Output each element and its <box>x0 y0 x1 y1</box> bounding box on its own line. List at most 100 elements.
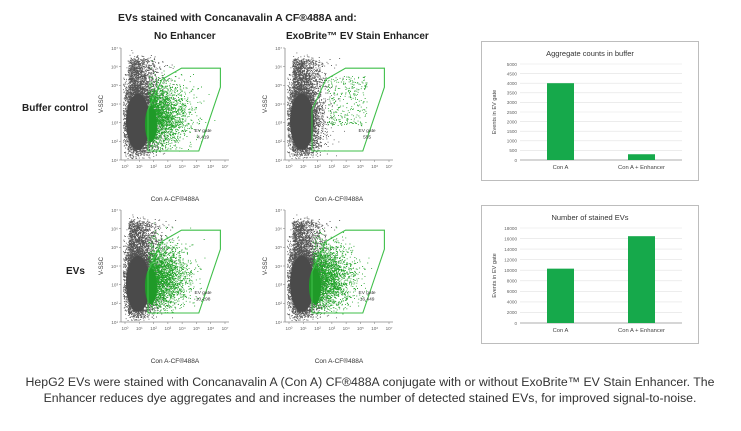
dense-gated-core <box>145 268 157 305</box>
y-tick-label: 10² <box>275 139 282 144</box>
x-tick-label: 10⁴ <box>343 326 350 331</box>
y-tick-label: 6000 <box>507 289 518 294</box>
y-tick-label: 5000 <box>507 62 518 67</box>
x-tick-label: 10⁰ <box>122 164 129 169</box>
x-tick-label: 10⁷ <box>222 326 229 331</box>
y-tick-label: 10⁵ <box>275 245 282 250</box>
y-tick-label: 10⁶ <box>275 226 282 231</box>
x-tick-label: 10⁴ <box>179 326 186 331</box>
ev-gate <box>147 229 221 314</box>
y-tick-label: 18000 <box>504 226 517 231</box>
row-label-buffer-control: Buffer control <box>22 103 89 114</box>
dense-gated-core <box>145 106 157 143</box>
flow-plot-svg: 10¹ 10² 10³ 10⁴ 10⁵ 10⁶ 10⁷ 10⁰ 10¹ 10² 10³ 10⁴ 10⁵ 1… <box>263 46 393 203</box>
y-tick-label: 10¹ <box>275 158 282 163</box>
column-title-no-enhancer: No Enhancer <box>154 31 216 42</box>
x-axis-label: Con A-CF®488A <box>151 195 200 203</box>
y-tick-label: 10¹ <box>275 320 282 325</box>
category-label: Con A + Enhancer <box>618 165 665 171</box>
gate-label: EV gate <box>359 128 376 134</box>
y-axis-label: Events in EV gate <box>492 90 498 134</box>
bar-con-a-enhancer <box>628 236 655 323</box>
ev-gate <box>147 67 221 152</box>
bar-chart-aggregate-counts: Aggregate counts in buffer 0 500 1000 1500 20… <box>481 41 699 181</box>
x-tick-label: 10⁶ <box>207 326 214 331</box>
chart-title: Aggregate counts in buffer <box>546 49 634 58</box>
y-tick-label: 10⁶ <box>111 64 118 69</box>
gate-label: EV gate <box>195 290 212 296</box>
column-title-enhancer: ExoBrite™ EV Stain Enhancer <box>286 31 429 42</box>
plot-area: 10¹ 10² 10³ 10⁴ 10⁵ 10⁶ 10⁷ 10⁰ 10¹ 10² 10³ 10⁴ 10⁵ 1… <box>111 208 229 331</box>
gate-label: EV gate <box>195 128 212 134</box>
category-label: Con A <box>553 165 569 171</box>
y-tick-label: 12000 <box>504 257 517 262</box>
y-tick-label: 4000 <box>507 300 518 305</box>
y-tick-label: 2500 <box>507 110 518 115</box>
y-tick-label: 1000 <box>507 139 518 144</box>
y-axis-label: V-SSC <box>99 94 105 113</box>
x-tick-label: 10⁶ <box>207 164 214 169</box>
flow-plot-buffer-enhancer: 10¹ 10² 10³ 10⁴ 10⁵ 10⁶ 10⁷ 10⁰ 10¹ 10² 10³ 10⁴ 10⁵ 1… <box>255 42 417 204</box>
ev-gate <box>311 229 385 314</box>
y-axis-label: V-SSC <box>99 256 105 275</box>
flow-plot-evs-enhancer: 10¹ 10² 10³ 10⁴ 10⁵ 10⁶ 10⁷ 10⁰ 10¹ 10² 10³ 10⁴ 10⁵ 1… <box>255 204 417 366</box>
x-tick-label: 10⁵ <box>357 164 364 169</box>
x-tick-label: 10⁵ <box>193 326 200 331</box>
figure-caption: HepG2 EVs were stained with Concanavalin… <box>25 375 715 405</box>
y-tick-label: 10² <box>111 139 118 144</box>
y-tick-label: 10⁶ <box>275 64 282 69</box>
y-tick-label: 4500 <box>507 71 518 76</box>
x-tick-label: 10⁰ <box>286 164 293 169</box>
bar-chart-svg: Aggregate counts in buffer 0 500 1000 1500 20… <box>492 49 682 171</box>
y-tick-label: 10⁴ <box>275 264 282 269</box>
x-tick-label: 10⁵ <box>357 326 364 331</box>
y-axis-label: V-SSC <box>263 256 269 275</box>
plot-area: 10¹ 10² 10³ 10⁴ 10⁵ 10⁶ 10⁷ 10⁰ 10¹ 10² 10³ 10⁴ 10⁵ 1… <box>275 46 393 169</box>
y-tick-label: 0 <box>514 158 517 163</box>
bar-con-a <box>547 268 574 323</box>
dense-event-core <box>290 93 314 150</box>
y-tick-label: 10⁷ <box>275 208 282 213</box>
x-tick-label: 10³ <box>165 164 172 169</box>
dense-event-core <box>126 93 150 150</box>
flow-plot-svg: 10¹ 10² 10³ 10⁴ 10⁵ 10⁶ 10⁷ 10⁰ 10¹ 10² 10³ 10⁴ 10⁵ 1… <box>99 208 229 365</box>
chart-title: Number of stained EVs <box>551 213 628 222</box>
y-axis-label: V-SSC <box>263 94 269 113</box>
x-tick-label: 10⁵ <box>193 164 200 169</box>
y-tick-label: 4000 <box>507 81 518 86</box>
x-tick-label: 10⁷ <box>386 164 393 169</box>
y-tick-label: 10³ <box>275 120 282 125</box>
y-tick-label: 10000 <box>504 268 517 273</box>
y-tick-label: 8000 <box>507 279 518 284</box>
x-tick-label: 10² <box>150 326 157 331</box>
y-tick-label: 3500 <box>507 91 518 96</box>
x-tick-label: 10² <box>314 164 321 169</box>
ev-gate <box>311 67 385 152</box>
y-tick-label: 10³ <box>275 282 282 287</box>
y-tick-label: 10⁷ <box>111 46 118 51</box>
y-tick-label: 10³ <box>111 282 118 287</box>
x-tick-label: 10¹ <box>136 326 143 331</box>
category-label: Con A + Enhancer <box>618 328 665 334</box>
y-tick-label: 10⁵ <box>111 245 118 250</box>
x-tick-label: 10⁶ <box>371 326 378 331</box>
bar-chart-svg: Number of stained EVs 0 2000 4000 6000 8000 10… <box>492 213 682 334</box>
x-tick-label: 10⁰ <box>122 326 129 331</box>
x-tick-label: 10⁴ <box>179 164 186 169</box>
flow-plot-svg: 10¹ 10² 10³ 10⁴ 10⁵ 10⁶ 10⁷ 10⁰ 10¹ 10² 10³ 10⁴ 10⁵ 1… <box>99 46 229 203</box>
flow-plot-buffer-no-enhancer: 10¹ 10² 10³ 10⁴ 10⁵ 10⁶ 10⁷ 10⁰ 10¹ 10² 10³ 10⁴ 10⁵ 1… <box>91 42 253 204</box>
y-tick-label: 14000 <box>504 247 517 252</box>
y-tick-label: 10⁷ <box>111 208 118 213</box>
y-tick-label: 10² <box>275 301 282 306</box>
gate-count: 555 <box>363 135 371 141</box>
y-axis-label: Events in EV gate <box>492 253 498 297</box>
y-tick-label: 10⁴ <box>111 102 118 107</box>
x-tick-label: 10² <box>314 326 321 331</box>
gate-label: EV gate <box>359 290 376 296</box>
x-tick-label: 10¹ <box>300 164 307 169</box>
y-tick-label: 10² <box>111 301 118 306</box>
flow-plot-evs-no-enhancer: 10¹ 10² 10³ 10⁴ 10⁵ 10⁶ 10⁷ 10⁰ 10¹ 10² 10³ 10⁴ 10⁵ 1… <box>91 204 253 366</box>
gate-count: 4,419 <box>197 135 209 141</box>
y-tick-label: 10⁵ <box>275 83 282 88</box>
x-tick-label: 10³ <box>329 326 336 331</box>
